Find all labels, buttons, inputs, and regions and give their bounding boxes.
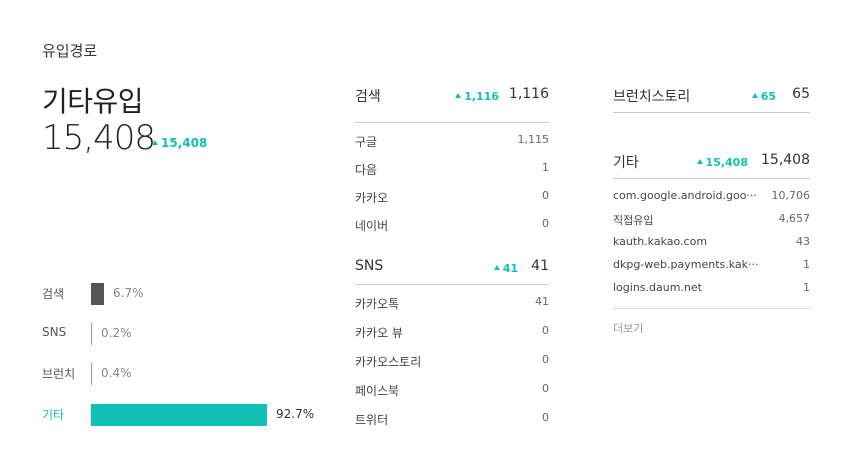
etc-total: 15,408 bbox=[761, 152, 810, 168]
item-label: 구글 bbox=[355, 135, 378, 149]
bar bbox=[91, 404, 267, 426]
etc-delta: 15,408 bbox=[696, 156, 748, 169]
item-label: 카카오스토리 bbox=[355, 355, 422, 369]
etc-section: 기타 15,408 15,408 com.google.android.goo·… bbox=[613, 148, 810, 304]
item-value: 4,657 bbox=[778, 212, 811, 225]
item-value: 10,706 bbox=[771, 189, 811, 202]
sns-delta: 41 bbox=[493, 262, 518, 275]
more-link[interactable]: 더보기 bbox=[613, 322, 644, 335]
list-item: 카카오 0 bbox=[355, 189, 549, 217]
list-item: 페이스북 0 bbox=[355, 382, 549, 411]
bar-row-etc: 기타 92.7% bbox=[42, 404, 342, 426]
item-value: 0 bbox=[542, 411, 549, 424]
search-delta: 1,116 bbox=[455, 90, 499, 103]
sns-name: SNS bbox=[355, 258, 384, 274]
item-value: 0 bbox=[542, 217, 549, 230]
item-value: 41 bbox=[535, 295, 549, 308]
brunch-delta-value: 65 bbox=[760, 90, 776, 103]
bar-pct: 0.4% bbox=[101, 366, 132, 380]
etc-name: 기타 bbox=[613, 155, 639, 171]
item-label: 카카오 뷰 bbox=[355, 326, 403, 340]
sns-delta-value: 41 bbox=[502, 262, 518, 275]
item-value: 43 bbox=[796, 235, 810, 248]
item-value: 0 bbox=[542, 353, 549, 366]
item-label: com.google.android.goo··· bbox=[613, 189, 757, 202]
up-arrow-icon bbox=[696, 159, 703, 164]
item-label: 카카오 bbox=[355, 191, 389, 205]
etc-delta-value: 15,408 bbox=[705, 156, 748, 169]
item-value: 1 bbox=[803, 281, 810, 294]
search-total: 1,116 bbox=[508, 86, 549, 102]
list-item: 직접유입 4,657 bbox=[613, 212, 810, 235]
list-item: dkpg-web.payments.kak··· 1 bbox=[613, 258, 810, 281]
item-label: 네이버 bbox=[355, 219, 389, 233]
brunch-name: 브런치스토리 bbox=[613, 89, 691, 105]
divider bbox=[613, 308, 810, 309]
item-label: logins.daum.net bbox=[613, 281, 702, 294]
bar-label: 브런치 bbox=[42, 367, 76, 381]
item-value: 0 bbox=[542, 189, 549, 202]
search-section: 검색 1,116 1,116 구글 1,115 다음 1 카카오 0 네이버 0 bbox=[355, 82, 549, 245]
list-item: 구글 1,115 bbox=[355, 133, 549, 161]
list-item: 카카오스토리 0 bbox=[355, 353, 549, 382]
brunch-delta: 65 bbox=[751, 90, 776, 103]
item-value: 1 bbox=[542, 161, 549, 174]
item-label: kauth.kakao.com bbox=[613, 235, 708, 248]
item-value: 0 bbox=[542, 324, 549, 337]
up-arrow-icon bbox=[751, 93, 758, 98]
bar-row-brunch: 브런치 0.4% bbox=[42, 363, 342, 385]
bar-row-search: 검색 6.7% bbox=[42, 283, 342, 305]
sns-total: 41 bbox=[531, 258, 549, 274]
bar bbox=[91, 363, 92, 385]
bar-pct: 92.7% bbox=[276, 407, 315, 421]
list-item: com.google.android.goo··· 10,706 bbox=[613, 189, 810, 212]
main-label: 기타유입 bbox=[42, 85, 144, 118]
main-delta-value: 15,408 bbox=[161, 136, 208, 150]
item-label: 트위터 bbox=[355, 413, 389, 427]
brunch-total: 65 bbox=[792, 86, 810, 102]
item-label: 다음 bbox=[355, 163, 378, 177]
list-item: 다음 1 bbox=[355, 161, 549, 189]
list-item: kauth.kakao.com 43 bbox=[613, 235, 810, 258]
item-value: 0 bbox=[542, 382, 549, 395]
bar bbox=[91, 283, 104, 305]
list-item: 카카오 뷰 0 bbox=[355, 324, 549, 353]
page-title: 유입경로 bbox=[42, 42, 98, 60]
search-header: 검색 1,116 1,116 bbox=[355, 82, 549, 123]
bar-label: 검색 bbox=[42, 287, 65, 301]
brunch-section: 브런치스토리 65 65 bbox=[613, 82, 810, 113]
up-arrow-icon bbox=[493, 265, 500, 270]
bar-label: SNS bbox=[42, 325, 67, 339]
brunch-header: 브런치스토리 65 65 bbox=[613, 82, 810, 113]
item-value: 1,115 bbox=[517, 133, 550, 146]
list-item: 트위터 0 bbox=[355, 411, 549, 440]
bar-pct: 0.2% bbox=[101, 326, 132, 340]
item-label: 직접유입 bbox=[613, 214, 654, 227]
list-item: 네이버 0 bbox=[355, 217, 549, 245]
bar-row-sns: SNS 0.2% bbox=[42, 323, 342, 345]
item-label: 카카오톡 bbox=[355, 297, 400, 311]
sns-header: SNS 41 41 bbox=[355, 254, 549, 285]
up-arrow-icon bbox=[152, 140, 158, 145]
sns-section: SNS 41 41 카카오톡 41 카카오 뷰 0 카카오스토리 0 페이스북 0 트위… bbox=[355, 254, 549, 440]
up-arrow-icon bbox=[455, 93, 462, 98]
search-name: 검색 bbox=[355, 89, 381, 105]
etc-header: 기타 15,408 15,408 bbox=[613, 148, 810, 179]
bar-pct: 6.7% bbox=[113, 286, 144, 300]
bar bbox=[91, 323, 92, 345]
list-item: logins.daum.net 1 bbox=[613, 281, 810, 304]
item-label: 페이스북 bbox=[355, 384, 400, 398]
list-item: 카카오톡 41 bbox=[355, 295, 549, 324]
item-label: dkpg-web.payments.kak··· bbox=[613, 258, 759, 271]
item-value: 1 bbox=[803, 258, 810, 271]
search-delta-value: 1,116 bbox=[464, 90, 499, 103]
main-value: 15,408 bbox=[42, 118, 156, 158]
bar-label: 기타 bbox=[42, 408, 65, 422]
main-delta: 15,408 bbox=[152, 136, 207, 150]
